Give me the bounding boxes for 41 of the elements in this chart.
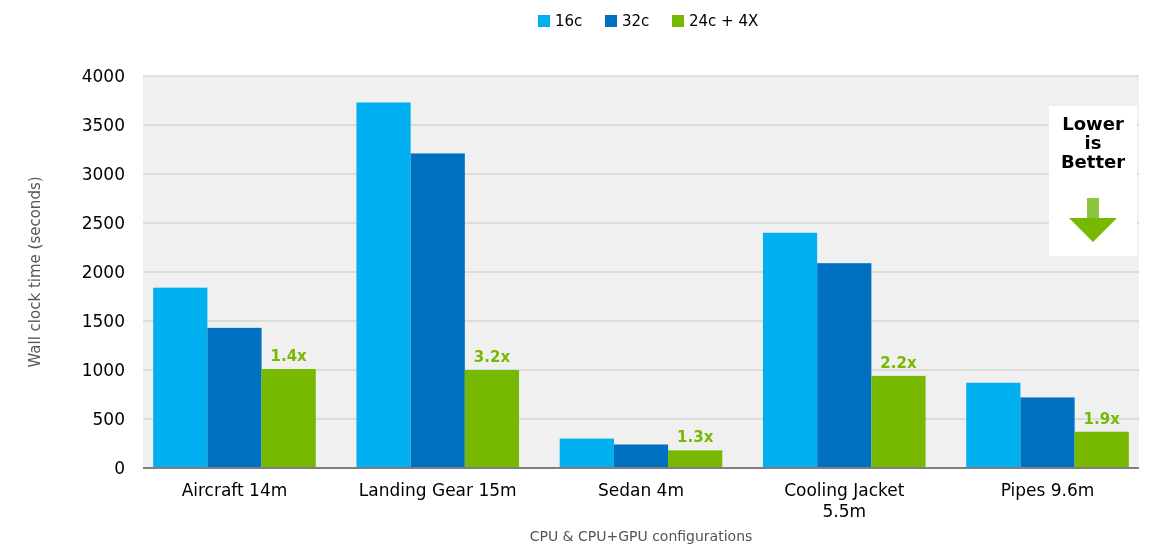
x-tick-label: Aircraft 14m	[181, 480, 288, 500]
legend-label: 24c + 4X	[689, 12, 759, 31]
annotation: 1.3x	[677, 428, 714, 447]
y-tick-label: 3500	[81, 114, 125, 135]
y-tick-label: 1500	[81, 310, 125, 331]
annotation: 3.2x	[473, 348, 511, 366]
bar	[966, 382, 1021, 468]
bar	[207, 327, 262, 468]
x-tick-label: Sedan 4m	[597, 480, 685, 500]
bar	[871, 375, 926, 468]
bar	[613, 444, 669, 468]
bar	[356, 102, 411, 468]
y-tick-label: 4000	[81, 65, 125, 86]
y-tick-label: 2500	[81, 212, 125, 233]
annotation: Lower is Better	[1060, 113, 1126, 172]
annotation: 1.4x	[270, 347, 308, 366]
legend-label: 16c	[555, 12, 583, 31]
bar	[261, 369, 316, 468]
bar	[464, 370, 520, 468]
bar	[559, 438, 614, 468]
x-axis-title: CPU & CPU+GPU configurations	[529, 528, 753, 544]
bar	[153, 287, 208, 468]
x-tick-label: Cooling Jacket 5.5m	[784, 480, 905, 521]
bar	[762, 232, 818, 468]
bar	[1020, 397, 1075, 468]
bar	[1074, 431, 1129, 468]
annotation: 1.9x	[1083, 409, 1121, 428]
y-tick-label: 2000	[81, 261, 125, 282]
annotation: 2.2x	[880, 353, 917, 372]
y-tick-label: 0	[114, 457, 125, 478]
x-tick-label: Pipes 9.6m	[1000, 480, 1095, 500]
bar	[410, 153, 465, 468]
bar	[668, 450, 723, 468]
y-tick-label: 500	[92, 408, 125, 429]
y-tick-label: 1000	[81, 359, 125, 380]
x-tick-label: Landing Gear 15m	[358, 480, 517, 500]
bar	[817, 263, 872, 468]
y-axis-title: Wall clock time (seconds)	[26, 176, 44, 368]
y-tick-label: 3000	[81, 163, 125, 184]
callout-box: Lower is Better	[1049, 106, 1137, 256]
legend-label: 32c	[622, 12, 650, 31]
